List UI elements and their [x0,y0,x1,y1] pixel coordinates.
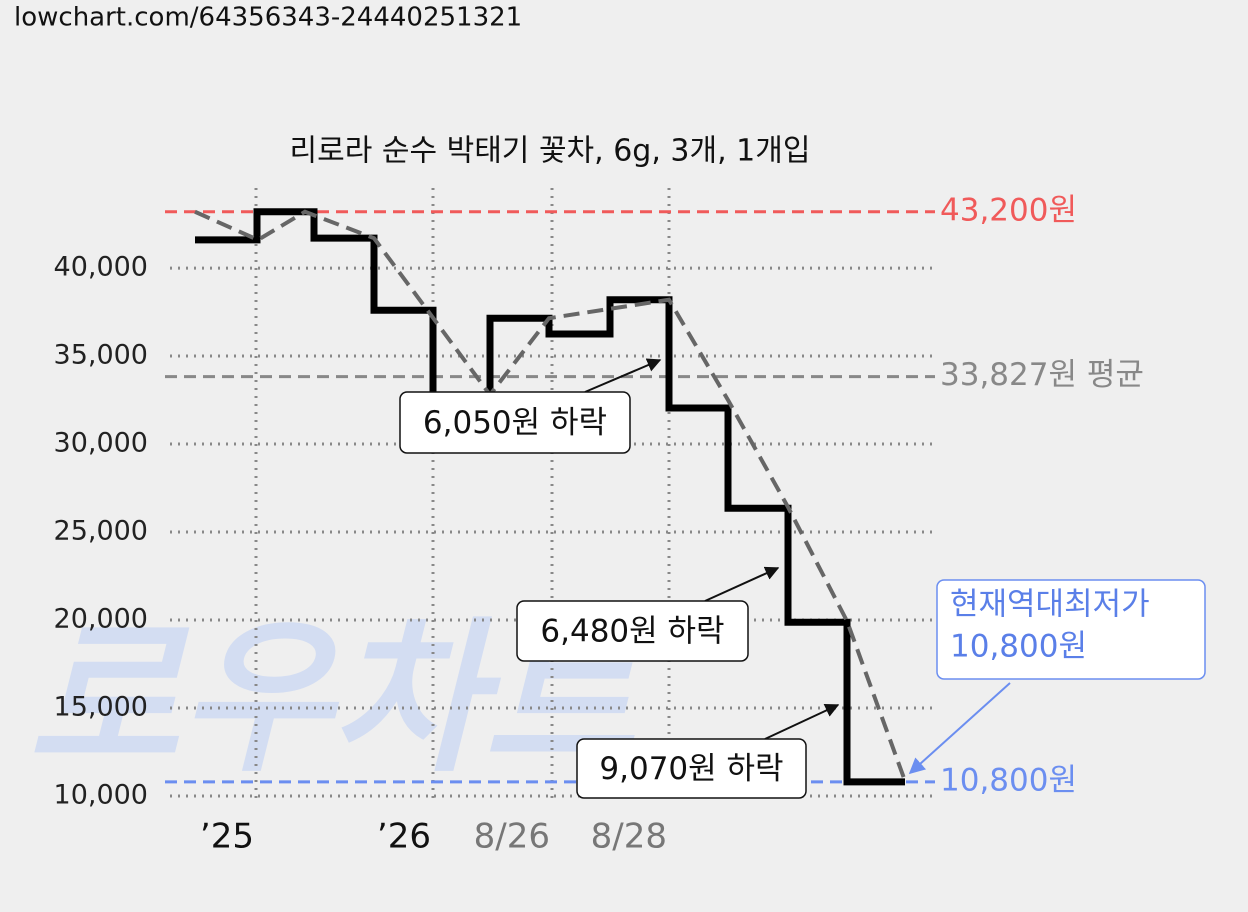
x-tick-label: 8/28 [591,817,667,857]
source-url: lowchart.com/64356343-24440251321 [14,3,522,33]
y-tick-label: 15,000 [54,691,148,722]
chart-title: 리로라 순수 박태기 꽃차, 6g, 3개, 1개입 [290,134,811,169]
annotation-box [576,738,807,799]
callout-arrow [908,682,1011,775]
y-tick-label: 35,000 [54,340,148,371]
reference-label: 33,827원 평균 [940,357,1144,393]
annotation-box [516,600,749,662]
callout-text: 현재역대최저가 [950,587,1150,623]
annotation-arrow [584,358,662,393]
x-tick-label: 8/26 [474,817,550,857]
annotation-text: 6,050원 하락 [423,405,607,441]
y-tick-label: 30,000 [54,428,148,459]
reference-label: 10,800원 [940,762,1077,798]
y-tick-label: 10,000 [54,779,148,810]
x-tick-label: ’25 [200,817,254,857]
price-line [195,208,905,786]
annotation-box [399,391,631,454]
x-tick-label: ’26 [377,817,431,857]
callout-text: 10,800원 [950,629,1087,665]
y-tick-label: 40,000 [54,252,148,283]
annotation-arrow [764,703,840,740]
annotation-text: 6,480원 하락 [540,614,724,650]
trend-line [194,209,907,782]
y-tick-label: 20,000 [54,603,148,634]
callout-box [936,579,1206,680]
reference-label: 43,200원 [940,192,1077,228]
annotation-text: 9,070원 하락 [599,751,783,787]
y-tick-label: 25,000 [54,516,148,547]
annotation-arrow [704,566,780,602]
